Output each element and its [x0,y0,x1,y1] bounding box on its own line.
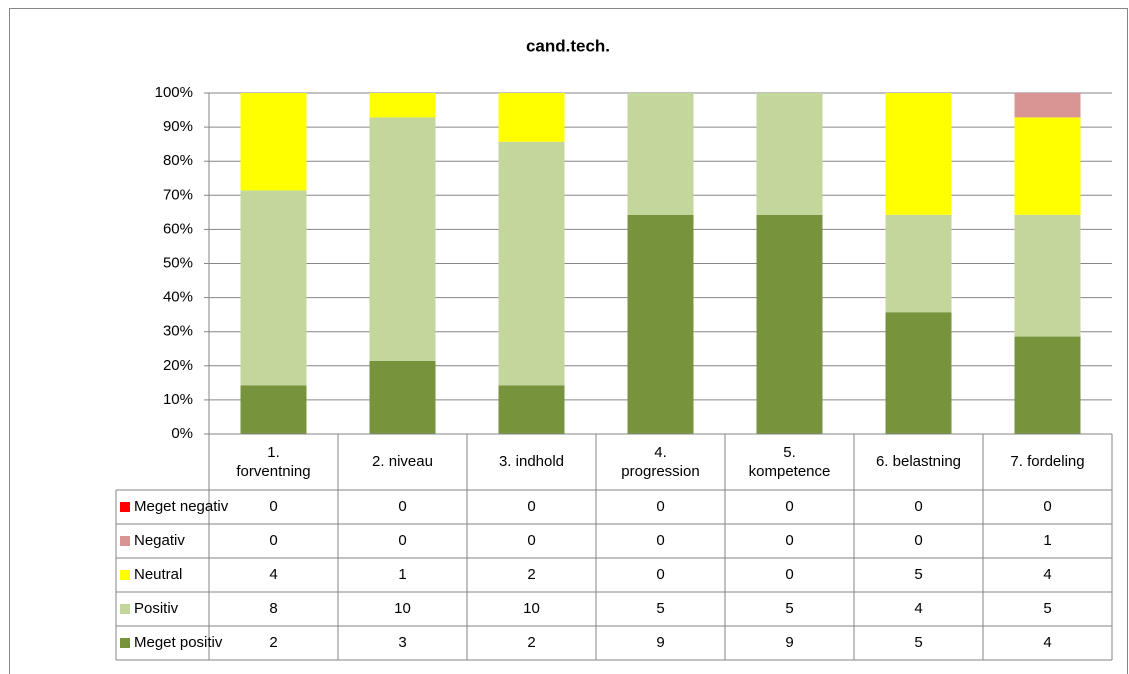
bar-segment [885,93,952,215]
table-value: 0 [785,532,793,549]
y-tick-label: 20% [163,357,193,374]
table-value: 5 [1043,600,1051,617]
table-value: 0 [269,532,277,549]
legend-swatch [120,638,130,648]
legend-swatch [120,536,130,546]
table-value: 0 [785,566,793,583]
legend-label: Meget positiv [134,634,223,651]
table-value: 1 [398,566,406,583]
category-label: 5. kompetence [749,444,831,480]
table-value: 5 [785,600,793,617]
y-tick-label: 50% [163,254,193,271]
bar-segment [369,360,436,434]
table-value: 0 [656,498,664,515]
y-tick-label: 40% [163,289,193,306]
legend-label: Negativ [134,532,185,549]
table-value: 5 [656,600,664,617]
table-value: 0 [1043,498,1051,515]
legend-swatch [120,570,130,580]
table-value: 2 [527,634,535,651]
table-value: 0 [527,532,535,549]
bar-segment [498,93,565,142]
bar-segment [885,312,952,434]
table-value: 3 [398,634,406,651]
bar-segment [369,93,436,118]
table-value: 10 [523,600,540,617]
legend-label: Positiv [134,600,179,617]
table-value: 0 [269,498,277,515]
table-value: 5 [914,634,922,651]
table-value: 10 [394,600,411,617]
table-value: 0 [914,532,922,549]
y-tick-label: 90% [163,118,193,135]
table-value: 0 [527,498,535,515]
table-value: 2 [527,566,535,583]
y-tick-label: 100% [155,84,193,101]
table-value: 0 [398,532,406,549]
table-value: 0 [785,498,793,515]
bar-segment [627,93,694,215]
bar-segment [240,385,307,434]
bar-segment [498,141,565,386]
table-value: 4 [1043,634,1051,651]
bar-segment [756,214,823,434]
bar-segment [240,190,307,386]
legend-swatch [120,604,130,614]
y-tick-label: 30% [163,323,193,340]
category-label: 2. niveau [372,453,433,470]
bar-segment [627,214,694,434]
table-value: 0 [656,566,664,583]
y-tick-label: 60% [163,220,193,237]
y-tick-label: 0% [171,425,193,442]
table-value: 0 [656,532,664,549]
y-tick-label: 70% [163,186,193,203]
table-value: 4 [914,600,922,617]
category-label: 6. belastning [876,453,961,470]
category-label: 7. fordeling [1010,453,1084,470]
bar-segment [369,117,436,361]
category-label: 1. forventning [236,444,310,480]
bar-segment [885,214,952,313]
bar-segment [1014,336,1081,434]
y-tick-label: 10% [163,391,193,408]
table-value: 8 [269,600,277,617]
legend-label: Meget negativ [134,498,229,515]
bar-segment [240,93,307,191]
table-value: 9 [785,634,793,651]
table-value: 0 [914,498,922,515]
bar-segment [1014,214,1081,337]
table-value: 5 [914,566,922,583]
bar-segment [1014,93,1081,118]
bar-segment [498,385,565,434]
table-value: 4 [269,566,277,583]
table-value: 0 [398,498,406,515]
chart-title: cand.tech. [526,36,610,55]
bar-segment [1014,117,1081,215]
legend-swatch [120,502,130,512]
legend-label: Neutral [134,566,182,583]
table-value: 1 [1043,532,1051,549]
table-value: 9 [656,634,664,651]
category-label: 4. progression [621,444,699,480]
table-value: 2 [269,634,277,651]
bar-segment [756,93,823,215]
table-value: 4 [1043,566,1051,583]
category-label: 3. indhold [499,453,564,470]
y-tick-label: 80% [163,152,193,169]
